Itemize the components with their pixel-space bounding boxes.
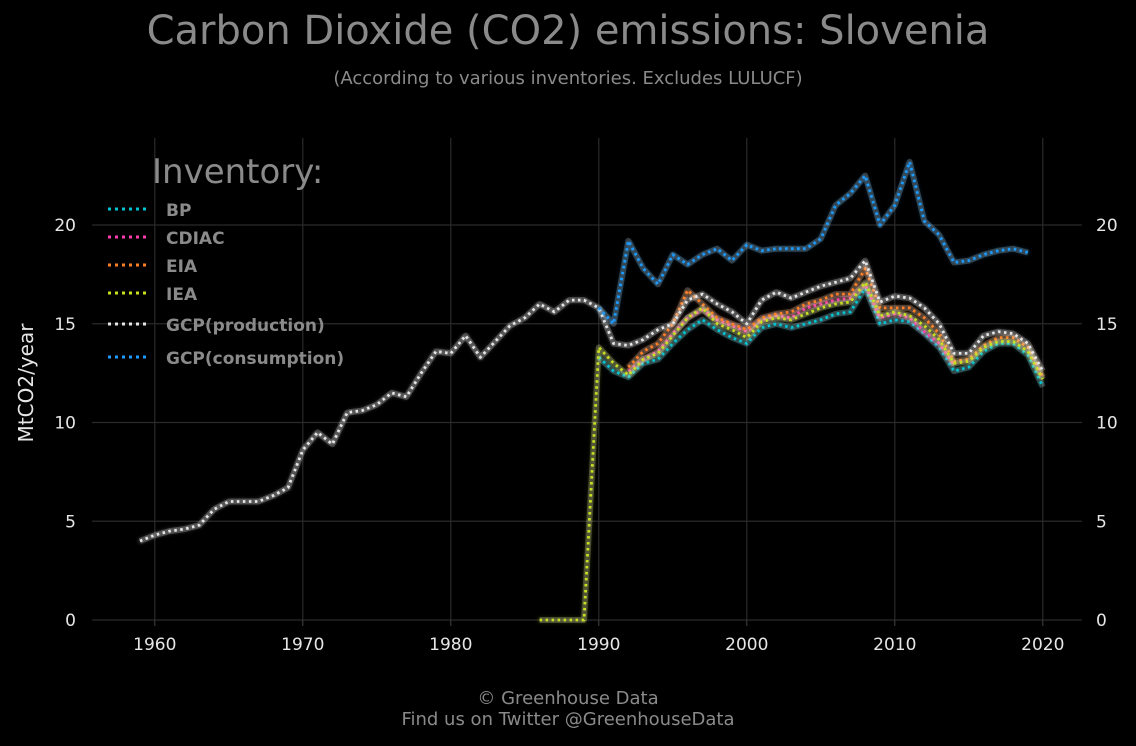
x-tick-label-2010: 2010 <box>873 635 916 655</box>
y-tick-label-right-20: 20 <box>1096 216 1118 236</box>
x-tick-label-1980: 1980 <box>429 635 472 655</box>
legend-title: Inventory: <box>152 152 323 192</box>
y-axis-left: 0 5 10 15 20 <box>54 216 76 631</box>
x-tick-label-1990: 1990 <box>577 635 620 655</box>
y-tick-label-left-10: 10 <box>54 414 76 434</box>
legend-label-EIA: EIA <box>166 257 198 277</box>
y-tick-label-right-10: 10 <box>1096 414 1118 434</box>
legend: Inventory: BP CDIAC EIA IEA GCP(production) G… <box>108 152 344 369</box>
legend-label-IEA: IEA <box>166 285 198 305</box>
x-tick-label-1960: 1960 <box>133 635 176 655</box>
legend-label-GCP(production): GCP(production) <box>166 316 325 336</box>
x-tick-label-2020: 2020 <box>1021 635 1064 655</box>
chart-subtitle: (According to various inventories. Exclu… <box>333 68 803 89</box>
x-axis: 1960 1970 1980 1990 2000 2010 2020 <box>133 620 1064 655</box>
series-line-CDIAC <box>627 282 956 373</box>
series-glow-IEA <box>539 279 1046 623</box>
footer-twitter: Find us on Twitter @GreenhouseData <box>401 709 735 730</box>
y-tick-label-left-0: 0 <box>65 611 76 631</box>
series-line-BP <box>597 286 1045 388</box>
chart-title: Carbon Dioxide (CO2) emissions: Slovenia <box>146 8 990 54</box>
y-tick-label-left-20: 20 <box>54 216 76 236</box>
y-axis-right: 0 5 10 15 20 <box>1096 216 1118 631</box>
series-line-GCP(consumption) <box>597 160 1029 326</box>
y-tick-label-right-0: 0 <box>1096 611 1107 631</box>
legend-label-CDIAC: CDIAC <box>166 229 225 249</box>
footer-copyright: © Greenhouse Data <box>477 688 659 709</box>
series-lines <box>138 158 1046 623</box>
x-tick-label-1970: 1970 <box>281 635 324 655</box>
series-glow-EIA <box>626 265 1046 379</box>
legend-label-BP: BP <box>166 201 191 221</box>
y-tick-label-left-5: 5 <box>65 512 76 532</box>
x-tick-label-2000: 2000 <box>725 635 768 655</box>
y-tick-label-left-15: 15 <box>54 315 76 335</box>
y-tick-label-right-5: 5 <box>1096 512 1107 532</box>
y-axis-label: MtCO2/year <box>14 323 38 443</box>
y-tick-label-right-15: 15 <box>1096 315 1118 335</box>
legend-label-GCP(consumption): GCP(consumption) <box>166 349 344 369</box>
series-line-IEA <box>539 280 1045 622</box>
series-line-GCP(production) <box>139 259 1045 543</box>
